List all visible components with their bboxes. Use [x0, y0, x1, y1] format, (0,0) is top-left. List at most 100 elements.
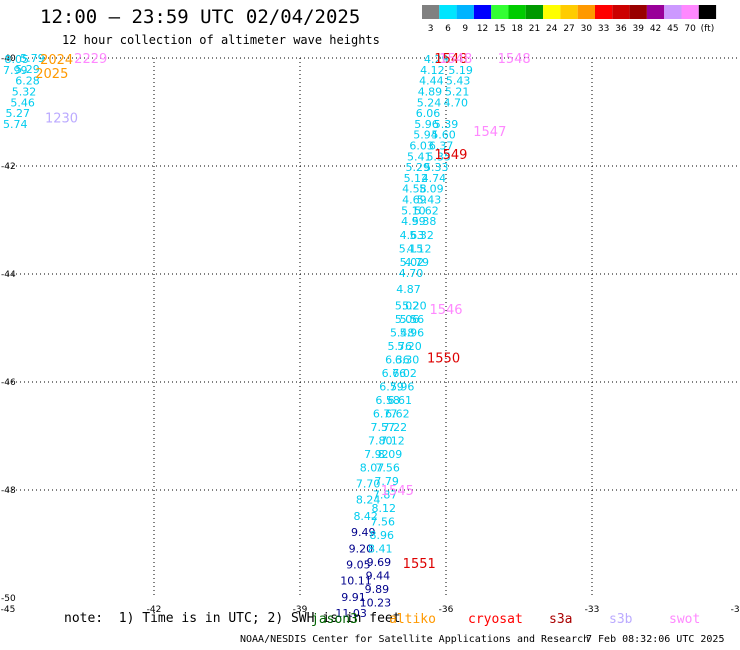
wave-height-point: 5.48 — [390, 326, 415, 339]
colorbar-swatch — [473, 5, 492, 19]
pass-time-label: 1547 — [473, 125, 506, 140]
wave-height-point: 5.79 — [20, 52, 45, 65]
pass-time-label: 2229 — [74, 52, 107, 67]
colorbar-swatch — [681, 5, 699, 19]
x-tick-label: -36 — [439, 605, 454, 615]
colorbar-swatch — [491, 5, 509, 19]
satellite-legend-cryosat: cryosat — [468, 612, 523, 627]
wave-height-point: 7.56 — [375, 461, 400, 474]
wave-height-point: 5.29 — [15, 63, 40, 76]
colorbar-tick-label: 36 — [615, 24, 627, 34]
wave-height-point: 9.89 — [365, 583, 390, 596]
wave-height-point: 5.20 — [402, 299, 427, 312]
wave-height-point: 7.80 — [368, 434, 393, 447]
wave-height-point: 5.74 — [3, 118, 28, 131]
wave-height-point: 9.49 — [351, 526, 376, 539]
pass-time-label: 1548 — [434, 52, 467, 67]
satellite-legend-swot: swot — [669, 612, 701, 627]
colorbar-swatch — [646, 5, 665, 19]
wave-height-point: 5.29 — [406, 161, 431, 174]
colorbar-tick-label: 15 — [494, 24, 505, 34]
wave-height-point: 9.44 — [366, 569, 391, 582]
colorbar-swatch — [508, 5, 526, 19]
colorbar-tick-label: 9 — [462, 24, 468, 34]
footer-credit: NOAA/NESDIS Center for Satellite Applica… — [240, 634, 590, 645]
wave-height-point: 4.69 — [402, 193, 427, 206]
wave-height-point: 5.27 — [5, 107, 30, 120]
wave-height-point: 6.02 — [392, 367, 417, 380]
wave-height-point: 6.62 — [385, 407, 410, 420]
wave-height-point: 5.94 — [413, 129, 438, 142]
wave-height-point: 7.99 — [3, 64, 28, 77]
colorbar-swatch — [612, 5, 630, 19]
colorbar-swatch — [560, 5, 578, 19]
wave-height-point: 9.20 — [349, 542, 374, 555]
wave-height-point: 7.79 — [374, 475, 399, 488]
pass-time-label: 1230 — [45, 111, 78, 126]
colorbar-tick-label: 45 — [667, 24, 678, 34]
wave-height-point: 5.20 — [397, 340, 422, 353]
wave-height-point: 7.92 — [364, 448, 389, 461]
wave-height-point: 5.12 — [404, 172, 429, 185]
x-tick-label: -45 — [1, 605, 16, 615]
satellite-legend-altiko: altiko — [389, 612, 436, 627]
wave-height-point: 5.02 — [400, 256, 425, 269]
y-tick-label: -48 — [1, 486, 16, 496]
colorbar-tick-label: 70 — [684, 24, 696, 34]
page-subtitle: 12 hour collection of altimeter wave hei… — [62, 33, 380, 47]
wave-height-point: 5.96 — [390, 380, 415, 393]
wave-height-point: 10.11 — [340, 575, 372, 588]
timestamp: 7 Feb 08:32:06 UTC 2025 — [586, 634, 725, 645]
colorbar-swatch — [595, 5, 613, 19]
wave-height-point: 4.79 — [405, 256, 430, 269]
wave-height-point: 5.32 — [409, 229, 434, 242]
wave-height-point: 5.09 — [419, 183, 444, 196]
wave-height-point: 7.56 — [370, 515, 395, 528]
colorbar-swatch — [577, 5, 595, 19]
color-scale-legend: 3 6 9 12 15 18 21 24 27 30 33 36 39 42 45 70 (ft) — [422, 5, 717, 34]
wave-height-point: 4.58 — [402, 183, 427, 196]
wave-height-point: 5.24 — [417, 96, 442, 109]
wave-height-point: 6.79 — [379, 380, 404, 393]
wave-height-point: 5.19 — [448, 64, 473, 77]
page-title: 12:00 – 23:59 UTC 02/04/2025 — [40, 6, 361, 28]
note-text: note: 1) Time is in UTC; 2) SWH is in fe… — [64, 611, 401, 626]
wave-height-point: 5.96 — [414, 118, 439, 131]
colorbar-swatch — [664, 5, 682, 19]
colorbar-tick-label: 42 — [650, 24, 661, 34]
wave-height-point: 6.61 — [388, 394, 413, 407]
pass-time-label: 2024 — [40, 53, 73, 68]
wave-height-point: 6.36 — [385, 353, 410, 366]
wave-height-point: 5.32 — [12, 85, 37, 98]
wave-height-point: 4.44 — [419, 75, 444, 88]
wave-height-point: 6.37 — [429, 139, 454, 152]
pass-time-label: 1551 — [403, 557, 436, 572]
colorbar-tick-label: 24 — [546, 24, 558, 34]
wave-height-point: 6.28 — [15, 75, 40, 88]
colorbar-tick-label: 27 — [563, 24, 574, 34]
colorbar-swatch — [439, 5, 457, 19]
wave-height-point: 5.96 — [400, 326, 425, 339]
colorbar-swatch — [525, 5, 544, 19]
colorbar-tick-label: 12 — [477, 24, 488, 34]
pass-time-label: 1548 — [439, 52, 472, 67]
wave-height-point: 9.69 — [367, 556, 392, 569]
wave-height-point: 4.12 — [407, 243, 432, 256]
wave-height-point: 5.39 — [434, 118, 459, 131]
wave-height-point: 8.12 — [371, 502, 396, 515]
colorbar-swatch — [698, 5, 717, 19]
wave-height-point: 6.06 — [416, 107, 441, 120]
y-tick-label: -50 — [1, 594, 16, 604]
colorbar-swatch — [456, 5, 474, 19]
wave-height-point: 6.30 — [395, 353, 420, 366]
wave-height-point: 5.41 — [407, 150, 432, 163]
x-tick-label: -42 — [147, 605, 162, 615]
pass-time-label: 1549 — [434, 148, 467, 163]
y-tick-label: -44 — [1, 270, 16, 280]
colorbar-tick-label: 3 — [428, 24, 434, 34]
wave-height-point: 5.46 — [10, 96, 35, 109]
pass-time-label: 2025 — [35, 67, 68, 82]
wave-height-point: 4.29 — [424, 53, 449, 66]
x-tick-label: -39 — [293, 605, 308, 615]
colorbar-tick-label: 39 — [633, 24, 645, 34]
